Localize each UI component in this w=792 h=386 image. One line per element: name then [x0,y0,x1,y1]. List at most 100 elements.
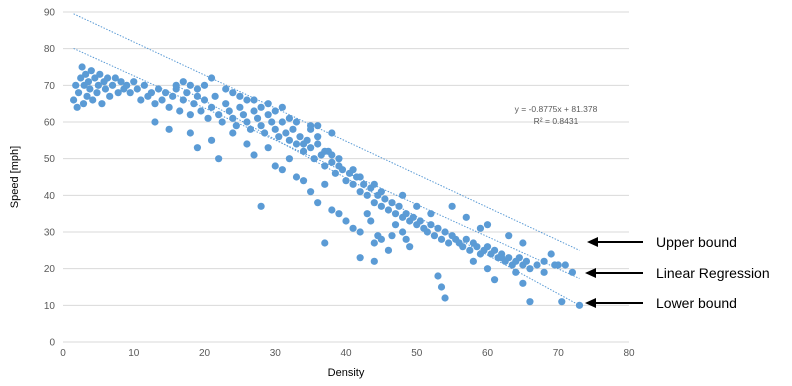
data-point [367,217,375,225]
data-point [370,180,378,188]
data-point [391,221,400,229]
y-tick-label: 90 [44,8,56,19]
data-point [384,206,393,214]
data-point [356,173,364,181]
data-point [236,92,244,100]
data-point [328,158,336,166]
x-tick-label: 80 [623,348,635,359]
data-point [78,63,86,71]
data-point [360,180,368,188]
data-point [413,202,421,210]
data-point [268,118,276,126]
data-point [278,118,286,126]
data-point [83,92,91,100]
arrow-head [585,298,596,308]
data-point [176,107,184,115]
data-point [299,140,308,148]
data-point [423,228,431,236]
data-point [186,129,194,137]
data-point [391,210,400,218]
data-point [243,118,251,126]
data-point [108,81,117,89]
data-point [186,81,194,89]
data-point [363,210,371,218]
data-point [111,74,119,82]
y-tick-label: 10 [44,301,56,312]
data-point [299,177,308,185]
data-point [271,125,279,133]
data-point [483,265,492,273]
data-point [147,89,156,97]
data-point [282,129,290,137]
data-point [200,96,209,104]
data-point [91,74,99,82]
x-axis-title: Density [328,367,365,379]
data-point [363,191,371,199]
data-point [133,85,141,93]
data-point [314,122,322,130]
data-point [356,188,364,196]
data-point [193,144,202,152]
data-point [172,81,180,89]
data-point [296,133,304,141]
data-point [381,195,389,203]
trendlines [73,13,580,306]
data-point [328,151,336,159]
data-point [264,111,272,119]
y-tick-label: 40 [44,191,56,202]
data-point [117,78,125,86]
data-point [388,199,396,207]
data-point [328,129,336,137]
data-point [349,180,357,188]
data-point [179,78,187,86]
data-point [215,155,223,163]
data-point [179,96,187,104]
data-point [229,89,237,97]
data-point [437,235,446,243]
data-point [331,169,339,177]
data-point [409,213,417,221]
data-point [278,103,286,111]
data-point [126,89,134,97]
data-point [321,180,329,188]
trendline [73,13,580,251]
data-point [406,243,414,251]
data-point [250,107,258,115]
axes: 0 10 20 30 40 50 60 70 80 90 0 10 20 30 40 50 60 70 80 Dens… [9,8,635,380]
data-point [94,81,102,89]
data-point [243,96,251,104]
data-point [307,122,315,130]
y-tick-label: 80 [44,44,56,55]
data-point [114,89,122,97]
x-tick-label: 10 [128,348,140,359]
data-point [103,74,112,82]
data-point [154,85,163,93]
data-point [462,213,470,221]
data-point [395,202,403,210]
data-point [193,92,202,100]
data-point [533,261,541,269]
data-point [72,81,80,89]
data-point [82,70,90,78]
y-tick-label: 60 [44,118,56,129]
data-point [515,254,523,262]
data-point [342,217,350,225]
data-point [229,129,237,137]
data-point [554,261,562,269]
data-point [427,210,435,218]
data-point [370,199,378,207]
data-point [257,122,265,130]
data-point [473,243,481,251]
data-point [462,235,470,243]
data-point [416,217,424,225]
data-point [98,100,106,108]
data-point [186,111,194,119]
data-point [169,92,177,100]
data-point [519,239,527,247]
data-point [427,221,435,229]
data-point [271,107,279,115]
data-point [547,250,555,258]
data-point [505,232,513,240]
